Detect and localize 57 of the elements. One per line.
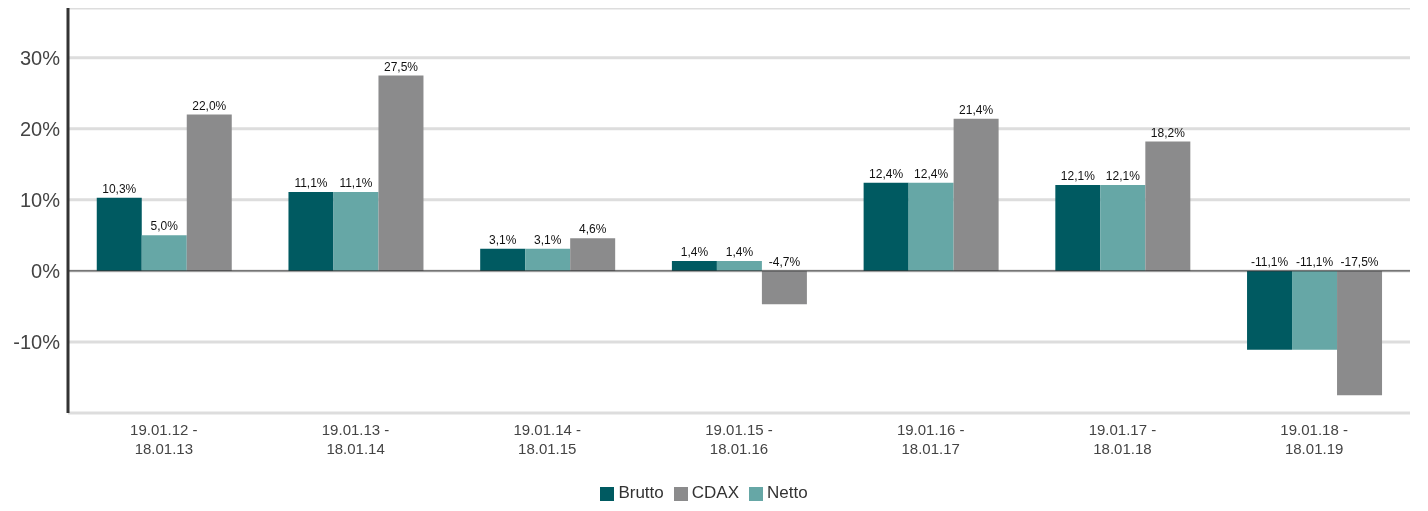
- y-tick-label: 0%: [31, 259, 61, 282]
- data-label: 1,4%: [725, 244, 754, 259]
- bar: [480, 248, 526, 271]
- data-label: 3,1%: [534, 232, 562, 247]
- data-label: 4,6%: [579, 222, 607, 237]
- bar: [1337, 270, 1383, 396]
- x-tick-label: 19.01.17 - 18.01.18: [1088, 421, 1157, 457]
- data-label: 5,0%: [150, 219, 179, 234]
- x-tick-label: 19.01.13 - 18.01.14: [321, 421, 390, 457]
- data-label: -11,1%: [1250, 254, 1289, 269]
- bar: [1100, 184, 1146, 271]
- data-label: 10,3%: [102, 181, 137, 196]
- data-label: -11,1%: [1295, 254, 1334, 269]
- x-tick-label: 19.01.14 - 18.01.15: [513, 421, 582, 457]
- data-label: 27,5%: [383, 59, 419, 74]
- data-label: 3,1%: [489, 232, 517, 247]
- y-tick-label: 10%: [19, 188, 61, 211]
- x-tick-label: 19.01.15 - 18.01.16: [705, 421, 773, 457]
- x-tick-label: 19.01.18 - 18.01.19: [1280, 421, 1348, 457]
- y-tick-label: 20%: [19, 117, 61, 140]
- bar: [1247, 270, 1293, 350]
- bar: [333, 192, 379, 271]
- x-tick-label: 19.01.12 - 18.01.13: [130, 421, 198, 457]
- data-label: 12,1%: [1060, 168, 1096, 183]
- data-label: 12,4%: [869, 166, 904, 181]
- data-label: 18,2%: [1150, 125, 1186, 140]
- bar: [1292, 270, 1338, 350]
- data-label: 12,4%: [914, 166, 949, 181]
- bar: [1055, 184, 1101, 271]
- bar: [953, 118, 999, 271]
- data-label: 22,0%: [192, 98, 227, 113]
- x-tick-label: 19.01.16 - 18.01.17: [896, 421, 965, 457]
- data-label: 11,1%: [339, 176, 373, 191]
- bar: [378, 75, 424, 271]
- bar: [186, 114, 232, 271]
- bar: [716, 260, 762, 271]
- legend-label: CDAX: [691, 483, 739, 502]
- bar: [288, 192, 334, 271]
- data-label: -4,7%: [768, 254, 801, 269]
- bar: [1145, 141, 1191, 271]
- legend-label: Netto: [766, 483, 808, 502]
- bar: [570, 238, 616, 271]
- data-label: 21,4%: [959, 102, 994, 117]
- legend-label: Brutto: [618, 483, 664, 502]
- data-label: 11,1%: [294, 176, 328, 191]
- bar: [761, 270, 807, 305]
- data-label: -17,5%: [1340, 254, 1379, 269]
- bar: [141, 235, 187, 271]
- bar: [908, 182, 954, 271]
- bar: [671, 260, 717, 271]
- y-tick-label: -10%: [13, 331, 61, 354]
- bar: [525, 248, 571, 271]
- bar: [863, 182, 909, 271]
- bar: [96, 197, 142, 271]
- data-label: 12,1%: [1105, 168, 1141, 183]
- y-tick-label: 30%: [19, 46, 61, 69]
- data-label: 1,4%: [680, 244, 709, 259]
